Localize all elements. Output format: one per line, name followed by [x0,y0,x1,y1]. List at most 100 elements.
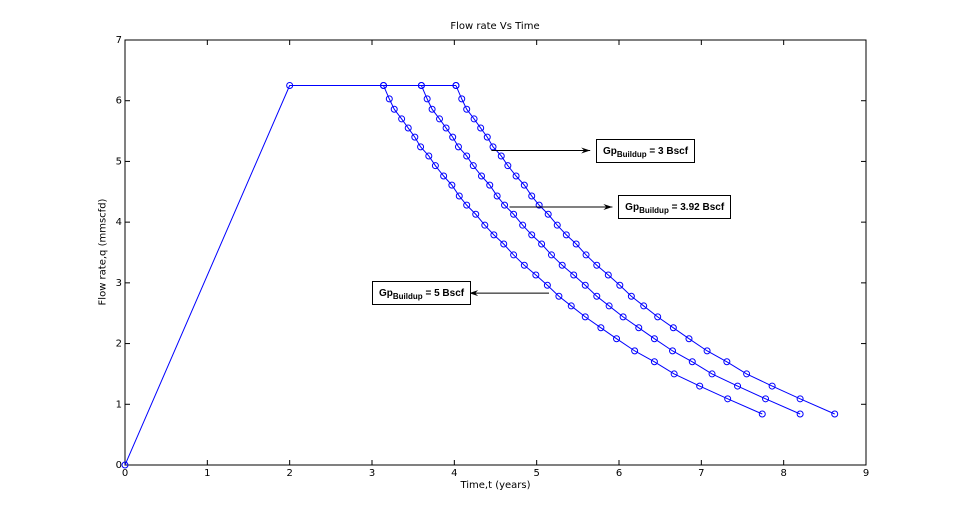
data-marker [425,152,433,160]
data-marker [497,152,505,160]
data-marker [481,221,489,229]
data-marker [442,124,450,132]
data-marker [404,124,412,132]
data-marker [538,240,546,248]
data-marker [567,302,575,310]
data-marker [570,271,578,279]
data-marker [532,271,540,279]
data-marker [440,172,448,180]
data-marker [452,82,460,90]
data-marker [650,358,658,366]
data-marker [758,410,766,418]
data-marker [670,370,678,378]
data-marker [449,133,457,141]
annotation-label: Gp [625,201,640,213]
annotation-label: Gp [602,145,617,157]
data-marker [483,133,491,141]
annotation-box: GpBuildup = 3 Bscf [595,138,696,163]
data-marker [696,382,704,390]
data-marker [493,192,501,200]
data-marker [605,302,613,310]
y-tick-label: 6 [116,96,122,107]
data-marker [380,82,388,90]
x-tick-label: 9 [863,468,869,479]
data-marker [631,347,639,355]
data-marker [543,281,551,289]
x-tick-label: 0 [122,468,128,479]
data-marker [463,201,471,209]
data-marker [454,143,462,151]
series-line [420,85,801,415]
data-marker [436,115,444,123]
data-marker [688,358,696,366]
data-marker [528,192,536,200]
data-marker [528,231,536,239]
data-marker [470,115,478,123]
series-line [383,85,763,415]
x-tick-label: 7 [698,468,704,479]
data-marker [455,192,463,200]
data-marker [553,221,561,229]
y-tick-label: 1 [116,399,122,410]
data-marker [411,133,419,141]
data-marker [519,221,527,229]
data-marker [286,82,294,90]
data-marker [627,292,635,300]
data-marker [558,261,566,269]
data-marker [385,95,393,103]
data-marker [724,395,732,403]
data-marker [489,143,497,151]
annotation-subscript: Buildup [639,205,669,215]
data-marker [448,181,456,189]
data-marker [398,115,406,123]
axes-frame [124,39,867,466]
annotation-subscript: Buildup [392,292,423,302]
data-marker [582,251,590,259]
data-marker [458,95,466,103]
x-tick-label: 5 [533,468,539,479]
data-marker [708,370,716,378]
data-marker [723,358,731,366]
data-marker [831,410,839,418]
data-marker [547,251,555,259]
data-marker [619,313,627,321]
data-marker [431,162,439,170]
data-marker [669,324,677,332]
data-marker [581,281,589,289]
x-axis-label: Time,t (years) [460,480,531,491]
data-marker [743,370,751,378]
data-marker [520,181,528,189]
y-tick-label: 0 [116,460,122,471]
data-marker [486,181,494,189]
data-marker [616,281,624,289]
data-marker [593,292,601,300]
data-marker [423,95,431,103]
x-tick-label: 3 [369,468,375,479]
data-marker [635,324,643,332]
data-marker [685,335,693,343]
arrowhead-icon [581,147,591,154]
data-marker [581,313,589,321]
data-marker [640,302,648,310]
data-marker [428,105,436,113]
data-marker [478,172,486,180]
y-tick-label: 4 [116,217,122,228]
data-marker [613,335,621,343]
annotation-subscript: Buildup [616,149,647,159]
data-marker [390,105,398,113]
data-marker [463,105,471,113]
arrowhead-icon [469,290,479,297]
annotation-box: GpBuildup = 3.92 Bscf [618,194,732,219]
data-marker [650,335,658,343]
data-marker [472,210,480,218]
data-marker [762,395,770,403]
y-tick-label: 5 [116,156,122,167]
data-marker [669,347,677,355]
data-marker [734,382,742,390]
data-marker [501,201,509,209]
x-tick-label: 8 [780,468,786,479]
data-marker [469,162,477,170]
data-marker [510,251,518,259]
annotation-value: = 3 Bscf [646,145,689,157]
